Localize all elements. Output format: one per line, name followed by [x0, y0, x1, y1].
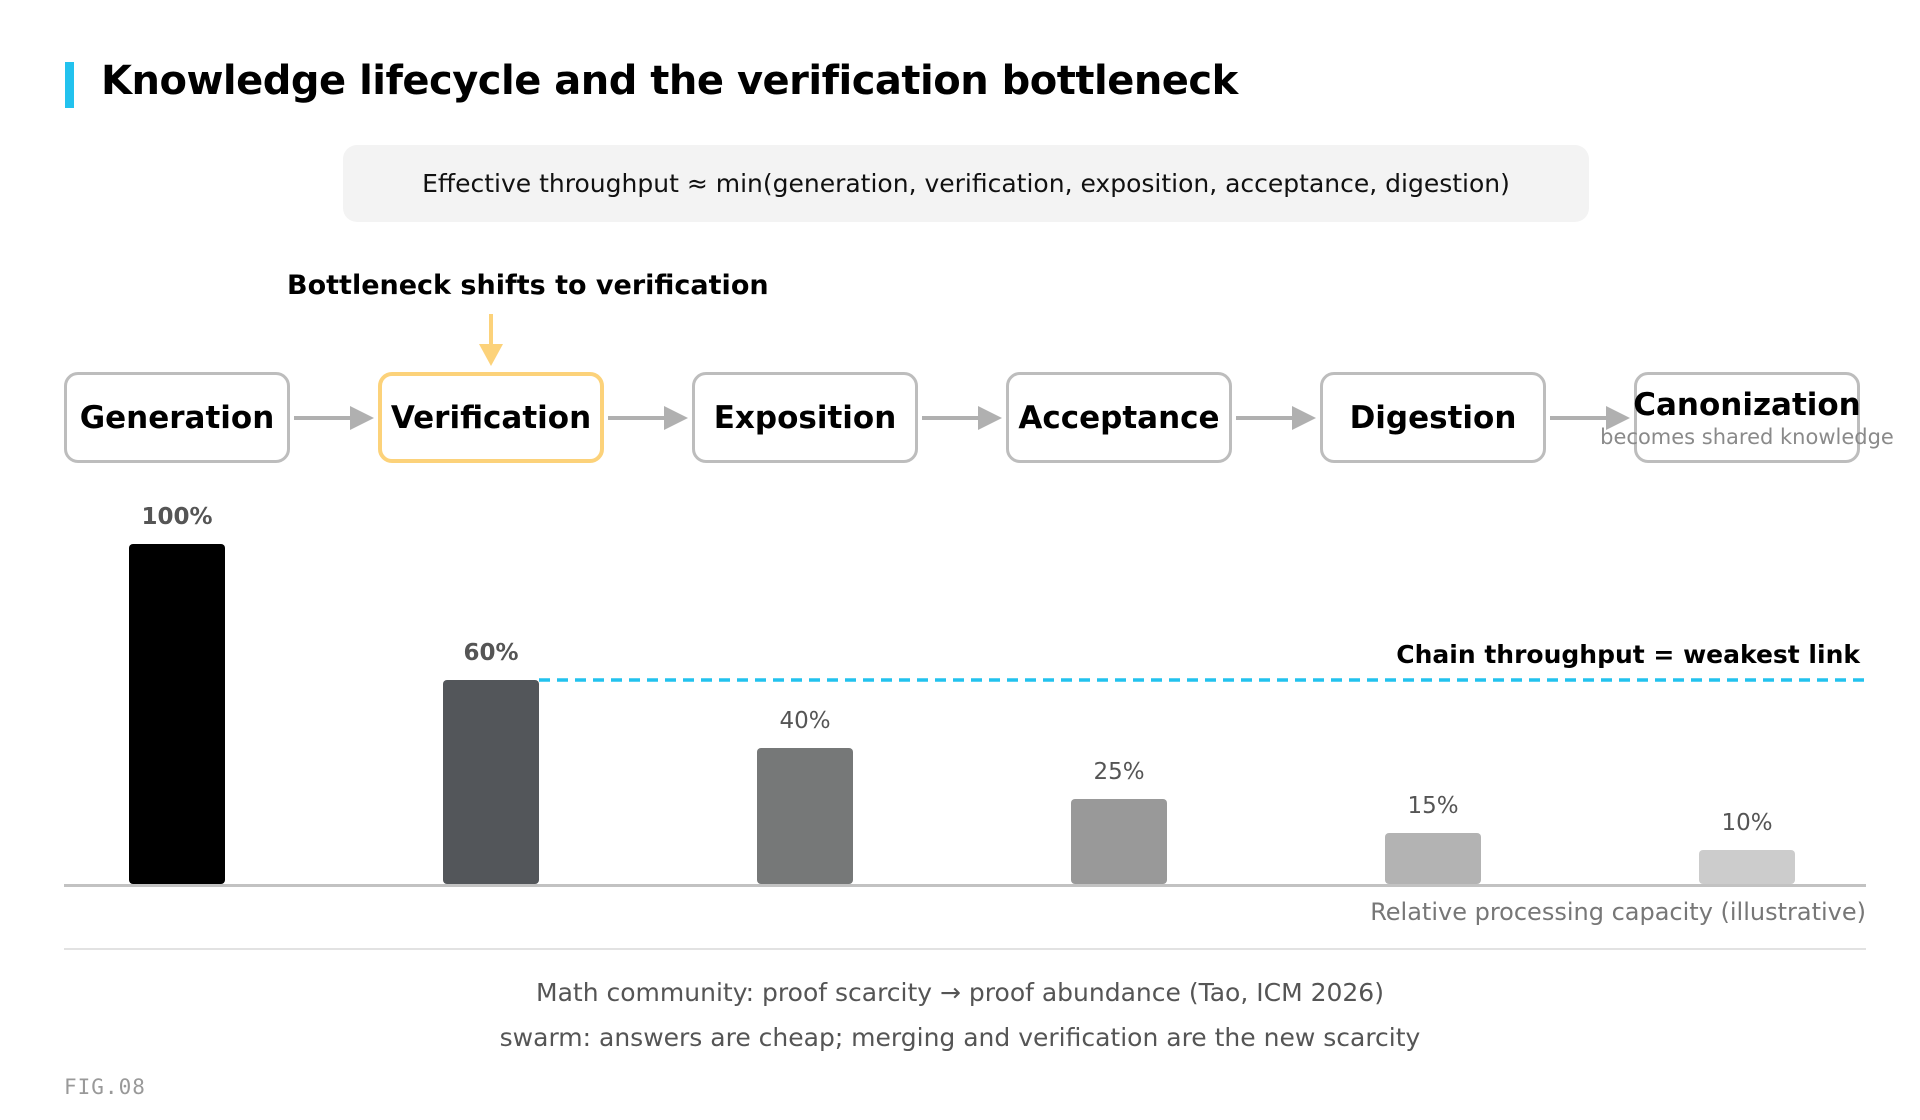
bar-value-label: 40%	[779, 708, 831, 734]
stage-label: Digestion	[1349, 399, 1517, 436]
bar-verification	[443, 680, 539, 884]
stage-generation[interactable]: Generation	[64, 372, 290, 463]
bar-value-label: 15%	[1407, 793, 1459, 819]
arrow-head-icon	[664, 406, 688, 430]
chart-baseline	[64, 884, 1866, 887]
down-arrow-icon	[479, 344, 503, 366]
bar-exposition	[757, 748, 853, 884]
footnote-line-2: swarm: answers are cheap; merging and ve…	[499, 1023, 1421, 1052]
footnote-line-1: Math community: proof scarcity → proof a…	[536, 978, 1384, 1007]
bar-canonization	[1699, 850, 1795, 884]
stage-sublabel: becomes shared knowledge	[1600, 424, 1894, 449]
stage-label: Generation	[79, 399, 275, 436]
bar-value-label: 25%	[1093, 759, 1145, 785]
arrow-head-icon	[978, 406, 1002, 430]
stage-label: Acceptance	[1018, 399, 1220, 436]
arrow-head-icon	[350, 406, 374, 430]
bottleneck-callout: Bottleneck shifts to verification	[287, 270, 769, 301]
stage-label: Exposition	[713, 399, 897, 436]
stage-exposition[interactable]: Exposition	[692, 372, 918, 463]
throughput-formula: Effective throughput ≈ min(generation, v…	[343, 145, 1589, 222]
x-axis-label: Relative processing capacity (illustrati…	[1370, 898, 1866, 926]
stage-label: Verification	[390, 399, 592, 436]
page-title: Knowledge lifecycle and the verification…	[101, 58, 1238, 104]
bar-acceptance	[1071, 799, 1167, 884]
stage-verification[interactable]: Verification	[378, 372, 604, 463]
arrow-head-icon	[1292, 406, 1316, 430]
stage-label: Canonization	[1633, 386, 1861, 423]
stage-digestion[interactable]: Digestion	[1320, 372, 1546, 463]
stage-canonization[interactable]: Canonization becomes shared knowledge	[1600, 372, 1894, 463]
footer-divider	[64, 948, 1866, 950]
title-accent-bar	[65, 62, 74, 108]
bar-digestion	[1385, 833, 1481, 884]
weakest-link-label: Chain throughput = weakest link	[1396, 640, 1860, 669]
bar-value-label: 60%	[463, 640, 519, 666]
figure-number: FIG.08	[64, 1075, 146, 1099]
bar-value-label: 100%	[141, 504, 213, 530]
bar-value-label: 10%	[1721, 810, 1773, 836]
stage-acceptance[interactable]: Acceptance	[1006, 372, 1232, 463]
bar-generation	[129, 544, 225, 884]
